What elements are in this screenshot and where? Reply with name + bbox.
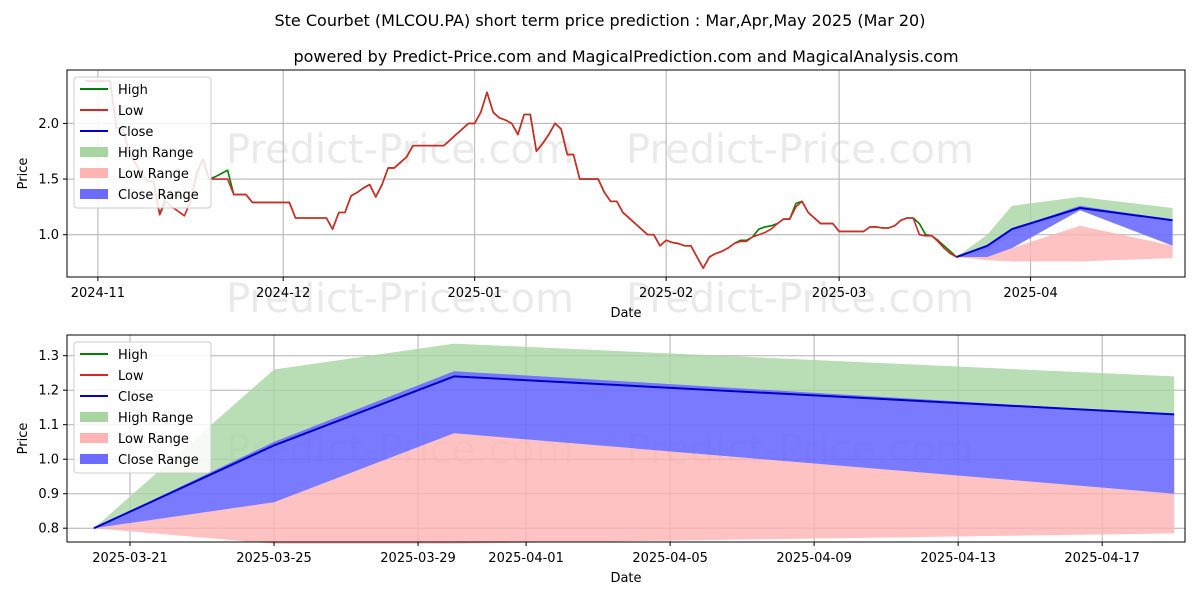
- legend-label: High: [118, 83, 148, 98]
- legend-swatch: [80, 147, 108, 157]
- x-tick-label: 2025-04-17: [1064, 551, 1140, 566]
- x-tick-label: 2025-04-09: [776, 551, 852, 566]
- legend-swatch: [80, 433, 108, 443]
- legend-label: Close: [118, 125, 153, 140]
- legend-swatch: [80, 168, 108, 178]
- legend-label: Close Range: [118, 188, 199, 203]
- history-panel: Predict-Price.com Predict-Price.com Pred…: [16, 69, 1186, 322]
- x-tick-label: 2025-03-29: [380, 551, 456, 566]
- legend-swatch: [80, 454, 108, 464]
- legend-label: Close: [118, 390, 153, 405]
- close-series-line: [93, 375, 1175, 530]
- forecast-panel: Predict-Price.com Predict-Price.com 2025…: [16, 334, 1186, 586]
- y-tick-label: 0.8: [38, 522, 59, 537]
- axes-frame: [66, 69, 1186, 278]
- y-tick-label: 1.0: [38, 453, 59, 468]
- x-tick-label: 2025-03: [812, 286, 866, 301]
- low-series-line: [85, 80, 957, 269]
- y-tick-label: 2.0: [38, 117, 59, 132]
- x-tick-label: 2025-03-21: [92, 551, 168, 566]
- x-tick-label: 2025-01: [448, 286, 502, 301]
- x-tick-label: 2025-02: [639, 286, 693, 301]
- legend-label: High Range: [118, 411, 193, 426]
- close-range-band: [956, 205, 1173, 257]
- y-tick-label: 1.3: [38, 349, 59, 364]
- x-tick-label: 2024-12: [256, 286, 310, 301]
- chart-subtitle: powered by Predict-Price.com and Magical…: [293, 47, 958, 66]
- legend-box: [73, 76, 212, 209]
- x-tick-label: 2025-04: [1003, 286, 1057, 301]
- low-range-band: [94, 433, 1175, 544]
- y-tick-label: 1.2: [38, 384, 59, 399]
- x-tick-label: 2025-04-05: [632, 551, 708, 566]
- x-tick-label: 2025-04-13: [920, 551, 996, 566]
- y-tick-label: 0.9: [38, 487, 59, 502]
- legend-label: Close Range: [118, 453, 199, 468]
- axes-frame: [66, 334, 1186, 543]
- y-tick-label: 1.0: [38, 228, 59, 243]
- y-tick-label: 1.5: [38, 173, 59, 188]
- legend-box: [73, 341, 212, 474]
- high-range-band: [94, 343, 1175, 529]
- close-series-line: [956, 207, 1173, 258]
- watermark: Predict-Price.com: [626, 127, 974, 173]
- x-axis-label: Date: [610, 571, 641, 586]
- x-tick-label: 2025-03-25: [236, 551, 312, 566]
- legend-label: Low: [118, 104, 144, 119]
- legend-label: Low: [118, 369, 144, 384]
- watermark: Predict-Price.com: [226, 276, 574, 322]
- legend-label: High: [118, 348, 148, 363]
- x-axis-label: Date: [610, 306, 641, 321]
- legend-label: Low Range: [118, 167, 189, 182]
- y-tick-label: 1.1: [38, 418, 59, 433]
- legend-swatch: [80, 412, 108, 422]
- y-axis-label: Price: [16, 423, 31, 455]
- watermark: Predict-Price.com: [626, 276, 974, 322]
- legend-label: Low Range: [118, 432, 189, 447]
- x-tick-label: 2024-11: [71, 286, 125, 301]
- x-tick-label: 2025-04-01: [488, 551, 564, 566]
- legend-label: High Range: [118, 146, 193, 161]
- low-range-band: [956, 225, 1173, 262]
- watermark: Predict-Price.com: [226, 127, 574, 173]
- legend-swatch: [80, 189, 108, 199]
- chart-title: Ste Courbet (MLCOU.PA) short term price …: [275, 11, 926, 30]
- y-axis-label: Price: [16, 158, 31, 190]
